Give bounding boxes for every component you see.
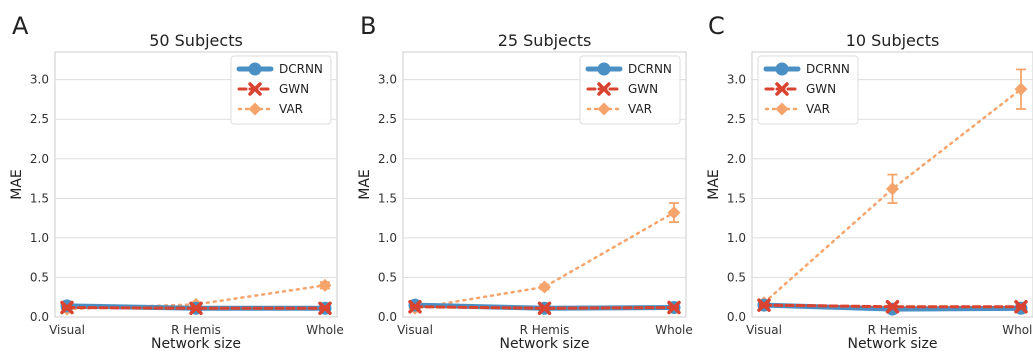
legend-label: DCRNN [279,62,323,76]
panel-letter: B [360,12,376,40]
y-tick-label: 1.0 [30,231,49,245]
y-tick-label: 0.0 [30,310,49,324]
legend-marker [775,82,789,96]
data-point-gwn [885,299,900,314]
y-tick-label: 2.5 [30,112,49,126]
chart-title: 10 Subjects [846,31,940,50]
legend-marker [597,82,611,96]
legend-label: VAR [279,102,303,116]
legend-label: VAR [628,102,652,116]
y-tick-label: 2.5 [378,112,397,126]
y-tick-label: 1.0 [727,231,746,245]
series-line-var [413,211,676,310]
y-axis-label: MAE [357,169,373,200]
legend-item-var: VAR [764,102,830,116]
data-point-var [318,278,332,292]
chart-title: 25 Subjects [498,31,592,50]
x-tick-label: Whole [306,323,344,337]
y-tick-label: 2.0 [378,152,397,166]
legend-item-dcrnn: DCRNN [585,62,672,76]
legend-item-dcrnn: DCRNN [763,62,850,76]
y-tick-label: 0.0 [727,310,746,324]
y-tick-label: 2.0 [727,152,746,166]
data-point-var [538,280,551,294]
y-tick-label: 3.0 [378,73,397,87]
legend-marker [248,102,262,116]
legend-label: DCRNN [806,62,850,76]
x-tick-label: R Hemis [171,323,221,337]
x-tick-label: Whole [655,323,693,337]
series-line-var [762,87,1023,305]
legend: DCRNN GWN VAR [230,55,332,125]
legend: DCRNN GWN VAR [579,55,681,125]
data-point-gwn [60,300,74,315]
legend-label: GWN [628,82,658,96]
x-tick-label: Visual [49,323,85,337]
y-tick-label: 2.0 [30,152,49,166]
legend-marker [248,62,262,76]
legend-label: DCRNN [628,62,672,76]
legend-label: GWN [806,82,836,96]
chart-title: 50 Subjects [149,31,243,50]
legend-item-gwn: GWN [237,82,309,96]
legend-marker [775,62,789,76]
legend-item-var: VAR [586,102,652,116]
y-axis-label: MAE [9,169,25,200]
panel-letter: C [708,12,725,40]
y-tick-label: 1.5 [30,191,49,205]
y-tick-label: 0.0 [378,310,397,324]
chart-panel-c: 0.0 0.5 1.0 1.5 2.0 2.5 3.0 Visual R Hemis Whole C… [706,12,1033,352]
y-axis-label: MAE [706,169,722,200]
x-tick-label: Whole [1002,323,1033,337]
legend-label: VAR [806,102,830,116]
chart-panel-b: 0.0 0.5 1.0 1.5 2.0 2.5 3.0 Visual R Hemis Whole B… [357,12,693,352]
x-tick-label: Visual [397,323,433,337]
x-axis-label: Network size [151,336,241,352]
y-tick-label: 0.5 [378,270,397,284]
panel-letter: A [12,12,29,40]
y-tick-label: 2.5 [727,112,746,126]
legend-item-dcrnn: DCRNN [236,62,323,76]
y-tick-label: 0.5 [30,270,49,284]
data-point-gwn [318,301,332,316]
y-tick-label: 0.5 [727,270,746,284]
y-tick-label: 3.0 [30,73,49,87]
legend-item-var: VAR [237,102,303,116]
legend-marker [248,82,262,96]
data-point-gwn [189,301,203,316]
x-tick-label: R Hemis [868,323,918,337]
y-tick-label: 1.5 [378,191,397,205]
series-line-gwn [413,305,676,310]
legend-item-gwn: GWN [586,82,658,96]
data-point-gwn [1014,299,1028,314]
data-point-gwn [408,299,422,314]
legend-item-gwn: GWN [764,82,836,96]
legend-marker [597,102,611,116]
data-point-gwn [757,298,771,312]
series-gwn [408,299,681,316]
y-tick-label: 1.0 [378,231,397,245]
series-gwn [60,300,332,316]
legend-label: GWN [279,82,309,96]
legend-marker [775,102,789,116]
data-point-var [667,206,681,220]
data-point-gwn [537,301,552,316]
x-axis-label: Network size [499,336,589,352]
x-tick-label: R Hemis [520,323,570,337]
series-gwn [757,298,1028,314]
legend: DCRNN GWN VAR [757,55,859,125]
y-tick-label: 1.5 [727,191,746,205]
chart-panel-a: 0.0 0.5 1.0 1.5 2.0 2.5 3.0 Visual R Hemis Whole A… [9,12,344,352]
x-tick-label: Visual [746,323,782,337]
y-tick-label: 3.0 [727,73,746,87]
x-axis-label: Network size [847,336,937,352]
data-point-gwn [667,300,681,315]
data-point-var [886,182,899,196]
data-point-var [1014,82,1028,96]
legend-marker [597,62,611,76]
